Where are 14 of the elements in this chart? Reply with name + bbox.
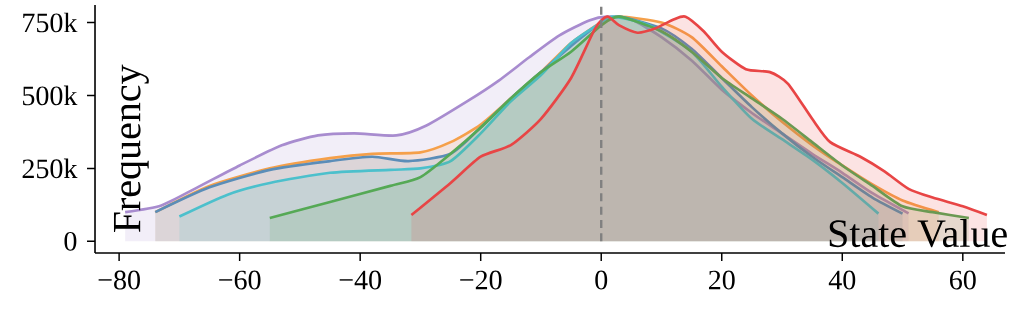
x-tick-label: 60 xyxy=(950,270,976,290)
y-tick-label: 750k xyxy=(23,12,78,33)
y-tick-label: 0 xyxy=(64,231,77,251)
x-axis-title: State Value xyxy=(829,218,1007,248)
x-tick-label: 0 xyxy=(595,270,608,290)
x-tick-label: −20 xyxy=(460,270,502,290)
x-tick-label: 20 xyxy=(708,270,735,290)
y-tick-label: 500k xyxy=(23,85,78,106)
y-axis-title: Frequency xyxy=(113,64,149,233)
y-tick-label: 250k xyxy=(22,158,78,179)
x-tick-label: 40 xyxy=(828,270,856,290)
x-tick-label: −40 xyxy=(339,270,382,290)
x-tick-label: −80 xyxy=(98,270,140,290)
x-tick-label: −60 xyxy=(219,270,261,290)
